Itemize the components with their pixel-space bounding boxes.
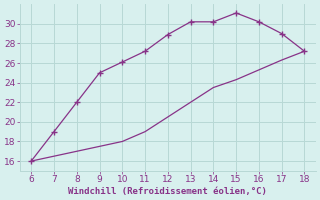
X-axis label: Windchill (Refroidissement éolien,°C): Windchill (Refroidissement éolien,°C) [68, 187, 267, 196]
